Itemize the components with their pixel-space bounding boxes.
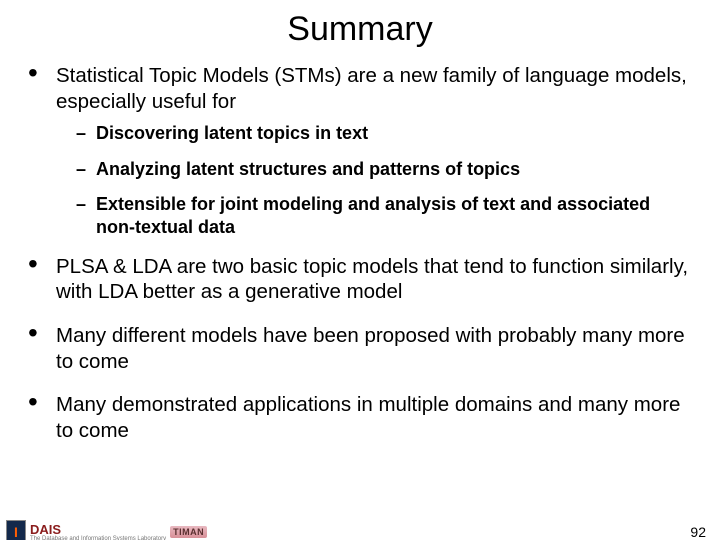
footer-logos: I DAIS The Database and Information Syst…: [6, 520, 207, 540]
timan-logo: TIMAN: [170, 526, 207, 538]
bullet-text: Many demonstrated applications in multip…: [56, 392, 692, 443]
bullet-dot-icon: •: [28, 254, 42, 274]
illinois-logo-icon: I: [6, 520, 26, 540]
bullet-item: • Many different models have been propos…: [28, 323, 692, 374]
bullet-text: PLSA & LDA are two basic topic models th…: [56, 254, 692, 305]
bullet-dot-icon: •: [28, 323, 42, 343]
bullet-text: Many different models have been proposed…: [56, 323, 692, 374]
dash-icon: –: [76, 158, 86, 181]
sub-bullet-item: – Analyzing latent structures and patter…: [76, 158, 692, 181]
bullet-item: • PLSA & LDA are two basic topic models …: [28, 254, 692, 305]
bullet-text: Statistical Topic Models (STMs) are a ne…: [56, 63, 692, 114]
dais-subtitle: The Database and Information Systems Lab…: [30, 536, 166, 540]
sub-bullet-item: – Discovering latent topics in text: [76, 122, 692, 145]
sub-bullet-text: Extensible for joint modeling and analys…: [96, 193, 692, 240]
sub-bullet-text: Analyzing latent structures and patterns…: [96, 158, 692, 181]
sub-bullet-list: – Discovering latent topics in text – An…: [76, 122, 692, 240]
bullet-dot-icon: •: [28, 63, 42, 83]
sub-bullet-text: Discovering latent topics in text: [96, 122, 692, 145]
dash-icon: –: [76, 193, 86, 216]
bullet-item: • Statistical Topic Models (STMs) are a …: [28, 63, 692, 114]
dash-icon: –: [76, 122, 86, 145]
slide-content: • Statistical Topic Models (STMs) are a …: [0, 63, 720, 444]
dais-logo: DAIS The Database and Information System…: [30, 523, 166, 540]
sub-bullet-item: – Extensible for joint modeling and anal…: [76, 193, 692, 240]
slide-title: Summary: [0, 10, 720, 49]
bullet-dot-icon: •: [28, 392, 42, 412]
bullet-item: • Many demonstrated applications in mult…: [28, 392, 692, 443]
page-number: 92: [690, 524, 706, 540]
slide: Summary • Statistical Topic Models (STMs…: [0, 10, 720, 540]
